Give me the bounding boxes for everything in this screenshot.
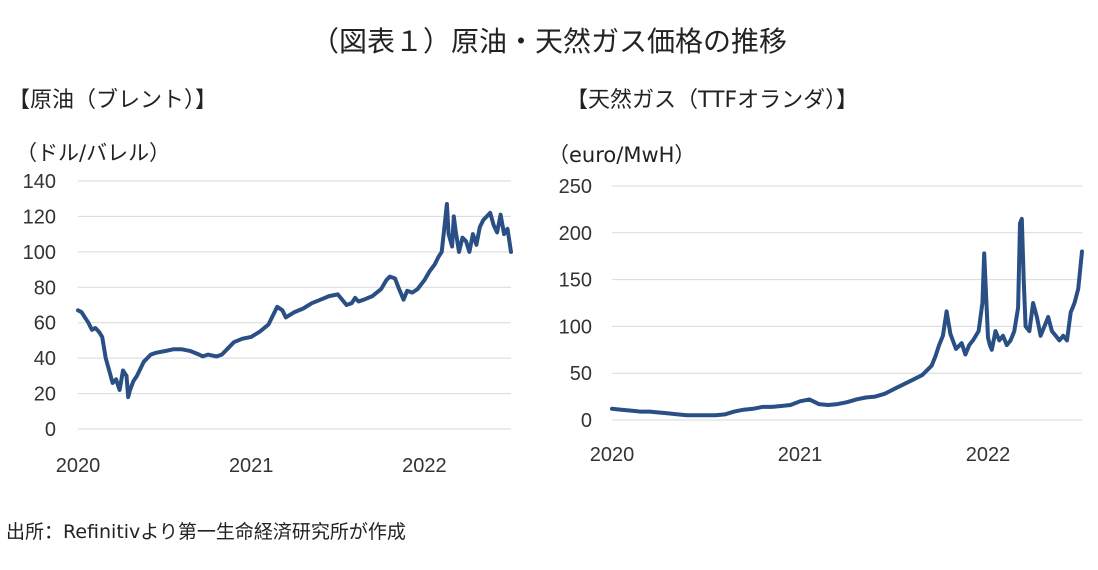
gas-series-line [610, 216, 1084, 418]
figure-title: （図表１）原油・天然ガス価格の推移 [310, 25, 787, 58]
oil-y-tick-label: 140 [23, 171, 56, 193]
gas-y-tick-label: 50 [570, 363, 592, 385]
oil-y-tick-label: 0 [45, 419, 56, 441]
gas-y-tick-label: 250 [559, 176, 592, 198]
oil-y-tick-label: 40 [34, 348, 56, 370]
gas-unit-label: （euro/MwH） [548, 143, 696, 167]
gas-y-tick-label: 0 [581, 410, 592, 432]
oil-x-tick-label: 2022 [402, 455, 447, 477]
oil-y-tick-label: 20 [34, 384, 56, 406]
oil-unit-label: （ドル/バレル） [16, 141, 171, 165]
gas-y-tick-label: 200 [559, 223, 592, 245]
oil-x-tick-label: 2020 [56, 455, 101, 477]
oil-y-tick-label: 120 [23, 206, 56, 228]
gas-y-tick-label: 150 [559, 270, 592, 292]
source-note: 出所：Refinitivより第一生命経済研究所が作成 [6, 521, 406, 543]
oil-panel-title: 【原油（ブレント）】 [8, 88, 218, 113]
oil-x-tick-label: 2021 [229, 455, 274, 477]
gas-x-tick-label: 2021 [778, 444, 823, 466]
oil-y-tick-label: 80 [34, 277, 56, 299]
gas-y-tick-label: 100 [559, 316, 592, 338]
gas-x-tick-label: 2020 [590, 444, 635, 466]
oil-series-line [76, 202, 513, 400]
oil-y-tick-label: 100 [23, 242, 56, 264]
oil-y-tick-label: 60 [34, 313, 56, 335]
gas-x-tick-label: 2022 [966, 444, 1011, 466]
gas-panel-title: 【天然ガス（TTFオランダ）】 [566, 88, 859, 113]
